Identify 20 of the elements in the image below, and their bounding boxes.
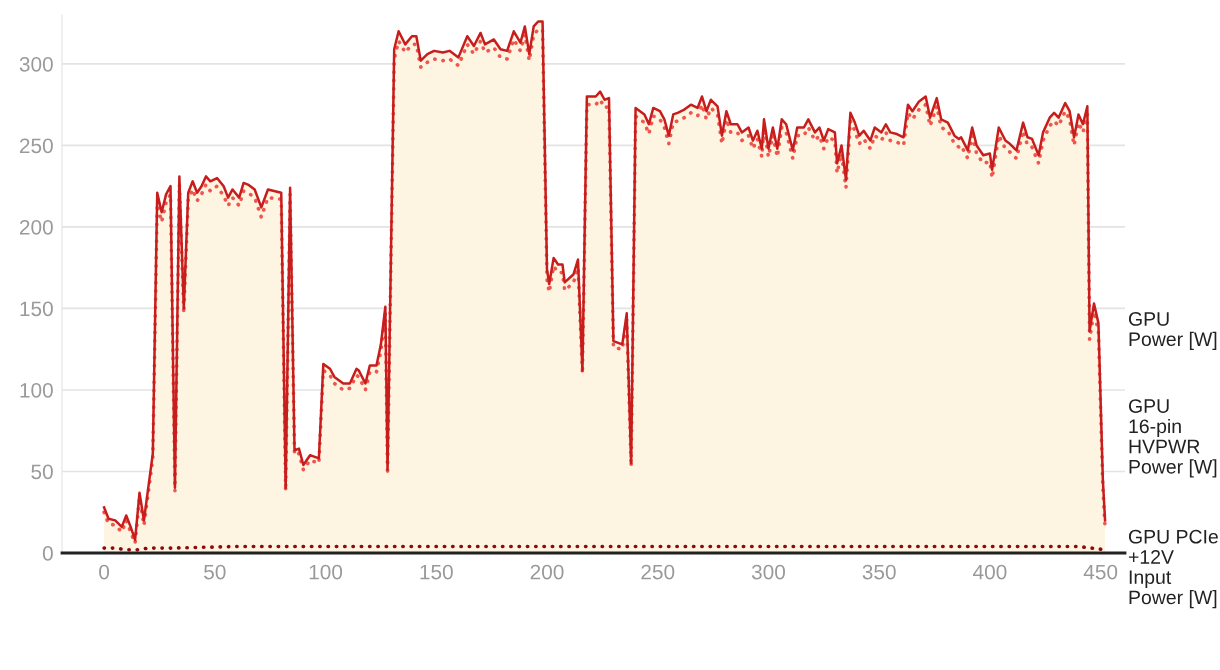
x-tick-label: 450 [1083,564,1118,580]
series-label: GPU Power [W] [1128,312,1217,350]
x-tick-label: 250 [641,564,675,580]
series-label: GPU 16-pin HVPWR Power [W] [1128,399,1217,478]
y-tick-label: 50 [31,464,53,480]
x-tick-label: 100 [309,564,343,580]
x-tick-label: 400 [973,564,1007,580]
y-tick-label: 300 [19,56,53,72]
x-tick-label: 350 [862,564,896,580]
x-tick-label: 150 [420,564,453,580]
y-tick-label: 0 [42,546,53,561]
x-tick-label: 300 [751,564,786,580]
y-tick-label: 150 [20,301,53,317]
x-tick-label: 50 [204,564,226,580]
y-tick-label: 200 [19,219,53,235]
x-tick-label: 200 [530,564,564,580]
series-label: GPU PCIe +12V Input Power [W] [1128,529,1218,609]
y-tick-label: 250 [19,138,53,154]
y-tick-label: 100 [20,382,53,398]
x-tick-label: 0 [99,564,110,580]
